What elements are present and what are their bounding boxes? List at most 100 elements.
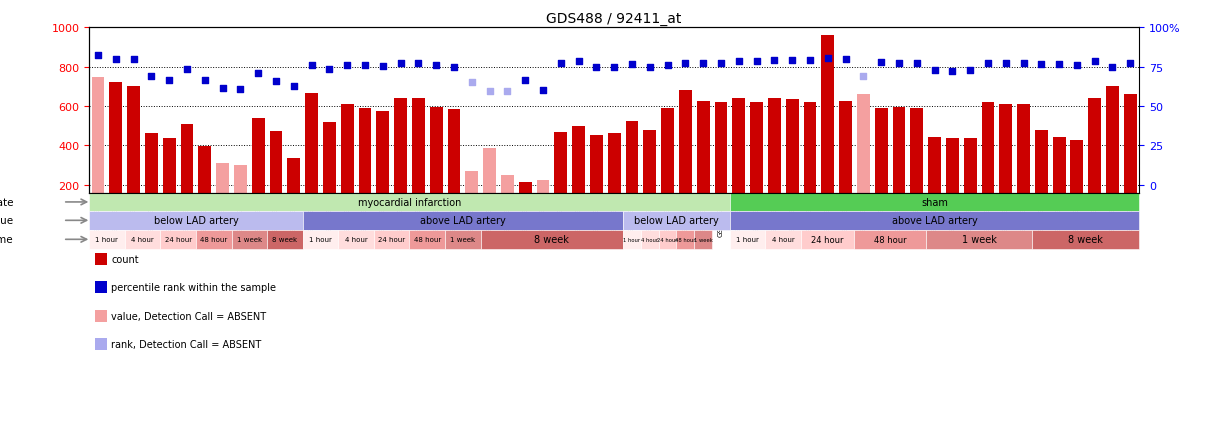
Bar [305,94,317,193]
Bar [270,132,282,193]
Text: 4 hour: 4 hour [131,237,154,243]
Bar [623,212,730,230]
Text: 8 week: 8 week [1068,235,1104,245]
Point [320,66,339,73]
Bar [750,103,763,193]
Text: 4 hour: 4 hour [641,237,658,242]
Point [729,58,748,65]
Point [409,60,429,67]
Text: rank, Detection Call = ABSENT: rank, Detection Call = ABSENT [111,339,261,349]
Bar [92,77,105,193]
Text: below LAD artery: below LAD artery [154,216,238,226]
Bar [946,138,958,193]
Bar [768,99,780,193]
Point [231,87,250,94]
Point [747,58,767,65]
Bar [766,230,801,250]
Point [694,60,713,67]
Title: GDS488 / 92411_at: GDS488 / 92411_at [547,12,681,26]
Text: tissue: tissue [0,216,13,226]
Point [212,85,232,92]
Bar [181,125,193,193]
Bar [1017,105,1031,193]
Bar [198,147,211,193]
Bar [127,87,140,193]
Text: 1 hour: 1 hour [309,237,332,243]
Point [302,62,321,69]
Point [961,67,980,74]
Bar [232,230,267,250]
Point [1032,61,1051,68]
Bar [195,230,232,250]
Point [978,60,998,67]
Bar [839,102,852,193]
Bar [590,135,603,193]
Point [818,56,838,63]
Bar [676,230,695,250]
Bar [536,181,549,193]
Point [444,64,464,71]
Bar [697,102,709,193]
Bar [448,110,460,193]
Text: 48 hour: 48 hour [200,237,227,243]
Bar [1088,99,1101,193]
Bar [679,91,692,193]
Point [391,60,410,67]
Text: 24 hour: 24 hour [379,237,405,243]
Point [569,58,589,65]
Point [675,60,695,67]
Bar [625,122,639,193]
Bar [928,137,941,193]
Point [640,64,659,71]
Point [1049,61,1068,68]
Point [907,60,927,67]
Point [783,57,802,64]
Point [337,62,357,69]
Bar [394,99,407,193]
Bar [786,100,799,193]
Bar [1106,87,1118,193]
Point [586,64,606,71]
Point [658,62,678,69]
Bar [374,230,409,250]
Bar [89,230,125,250]
Point [1085,58,1105,65]
Point [266,79,286,86]
Point [177,66,197,73]
Bar [267,230,303,250]
Bar [125,230,160,250]
Bar [730,212,1139,230]
Text: percentile rank within the sample: percentile rank within the sample [111,283,276,293]
Bar [234,166,247,193]
Bar [982,103,994,193]
Text: disease state: disease state [0,197,13,207]
Point [515,78,535,85]
Point [996,60,1016,67]
Bar [160,230,195,250]
Point [924,67,944,74]
Text: 1 week: 1 week [694,237,713,242]
Bar [1053,137,1066,193]
Bar [430,108,442,193]
Text: myocardial infarction: myocardial infarction [358,197,462,207]
Bar [661,109,674,193]
Bar [1071,140,1083,193]
Bar [411,99,425,193]
Point [889,60,908,67]
Bar [359,109,371,193]
Text: 4 hour: 4 hour [344,237,368,243]
Text: above LAD artery: above LAD artery [891,216,977,226]
Point [764,57,784,64]
Bar [801,230,855,250]
Point [1103,64,1122,71]
Bar [658,230,676,250]
Text: 1 hour: 1 hour [95,237,118,243]
Bar [484,149,496,193]
Bar [145,133,158,193]
Text: 48 hour: 48 hour [874,235,906,244]
Bar [1123,95,1137,193]
Text: 48 hour: 48 hour [414,237,441,243]
Text: 24 hour: 24 hour [165,237,192,243]
Point [835,56,855,63]
Bar [110,83,122,193]
